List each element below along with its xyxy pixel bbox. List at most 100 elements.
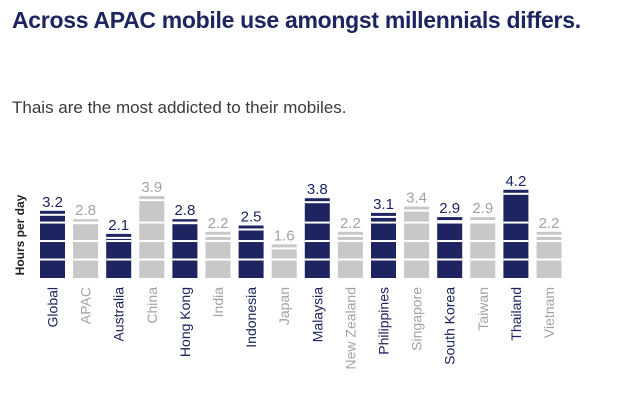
bar-singapore [404, 206, 430, 278]
bar-vietnam [536, 231, 562, 278]
value-label: 1.6 [274, 227, 295, 244]
category-label: Global [45, 287, 61, 327]
bar-top-gap [470, 220, 496, 223]
bar-top-gap [503, 192, 529, 195]
bar-top-gap [536, 234, 562, 237]
bar-stripe [205, 258, 231, 261]
bar-stripe [139, 240, 165, 243]
bar-stripe [271, 258, 297, 261]
bar-stripe [205, 240, 231, 243]
category-label: India [210, 287, 226, 318]
bar-apac [73, 219, 99, 278]
value-label: 3.4 [406, 190, 427, 207]
value-label: 2.2 [340, 215, 361, 232]
chart-subtitle: Thais are the most addicted to their mob… [12, 98, 347, 117]
bar-top-gap [404, 209, 430, 212]
value-label: 3.2 [42, 194, 63, 211]
bar-stripe [371, 221, 396, 224]
bar-stripe [73, 258, 99, 261]
bar-top-gap [371, 215, 396, 218]
bar-india [205, 231, 231, 278]
bar-top-gap [205, 234, 231, 237]
bar-japan [271, 244, 297, 278]
bar-chart: Hours per day 3.2 Global 2.8 APAC 2.1 Austral… [13, 173, 562, 370]
bar-stripe [437, 221, 463, 224]
bar-indonesia [238, 225, 264, 278]
chart-title: Across APAC mobile use amongst millennia… [12, 7, 581, 33]
bars-group: 3.2 Global 2.8 APAC 2.1 Australia 3.9 China 2.8 H… [40, 173, 562, 370]
value-label: 2.2 [208, 215, 229, 232]
value-label: 2.2 [539, 215, 560, 232]
bar-top-gap [304, 201, 330, 204]
bar-stripe [437, 240, 463, 243]
bar-stripe [404, 221, 430, 224]
category-label: Indonesia [243, 287, 259, 348]
category-label: Malaysia [309, 287, 325, 342]
bar-stripe [172, 240, 198, 243]
value-label: 2.9 [472, 200, 493, 217]
bar-malaysia [304, 198, 330, 278]
value-label: 3.8 [307, 181, 328, 198]
bar-stripe [371, 240, 396, 243]
category-label: APAC [78, 287, 94, 324]
category-label: Thailand [508, 287, 524, 341]
value-label: 2.9 [439, 200, 460, 217]
bar-new-zealand [337, 231, 363, 278]
bar-top-gap [139, 199, 165, 202]
value-label: 2.8 [75, 202, 96, 219]
bar-stripe [40, 221, 65, 224]
bar-stripe [106, 258, 132, 261]
bar-top-gap [73, 222, 99, 225]
value-label: 2.8 [174, 202, 195, 219]
bar-stripe [106, 240, 132, 243]
bar-stripe [536, 240, 562, 243]
value-label: 3.9 [141, 179, 162, 196]
bar-stripe [536, 258, 562, 261]
bar-stripe [371, 258, 396, 261]
bar-top-gap [172, 222, 198, 225]
bar-stripe [304, 258, 330, 261]
value-label: 2.1 [108, 217, 129, 234]
category-label: Hong Kong [177, 287, 193, 357]
bar-top-gap [437, 220, 463, 223]
bar-stripe [40, 240, 65, 243]
category-label: Japan [276, 287, 292, 325]
category-label: Taiwan [475, 287, 491, 331]
category-label: Philippines [376, 287, 392, 355]
category-label: China [144, 287, 160, 324]
bar-stripe [139, 258, 165, 261]
y-axis-label: Hours per day [13, 194, 27, 275]
bar-stripe [40, 258, 65, 261]
category-label: New Zealand [342, 287, 358, 370]
bar-stripe [503, 258, 529, 261]
bar-stripe [470, 221, 496, 224]
bar-top-gap [271, 247, 297, 250]
bar-stripe [238, 240, 264, 243]
bar-top-gap [106, 236, 132, 239]
category-label: South Korea [442, 287, 458, 365]
bar-top-gap [337, 234, 363, 237]
bar-philippines [371, 212, 396, 278]
bar-south-korea [437, 217, 463, 278]
bar-top-gap [40, 213, 65, 216]
bar-stripe [503, 221, 529, 224]
bar-thailand [503, 189, 529, 278]
bar-taiwan [470, 217, 496, 278]
bar-stripe [73, 240, 99, 243]
bar-stripe [503, 240, 529, 243]
category-label: Singapore [409, 287, 425, 351]
value-label: 2.5 [241, 209, 262, 226]
category-label: Vietnam [541, 287, 557, 338]
bar-stripe [470, 258, 496, 261]
bar-stripe [172, 258, 198, 261]
bar-stripe [337, 240, 363, 243]
value-label: 4.2 [505, 173, 526, 190]
bar-stripe [404, 240, 430, 243]
bar-stripe [404, 258, 430, 261]
bar-china [139, 196, 165, 278]
category-label: Australia [111, 287, 127, 342]
bar-stripe [139, 221, 165, 224]
bar-stripe [304, 221, 330, 224]
bar-stripe [437, 258, 463, 261]
bar-top-gap [238, 228, 264, 231]
